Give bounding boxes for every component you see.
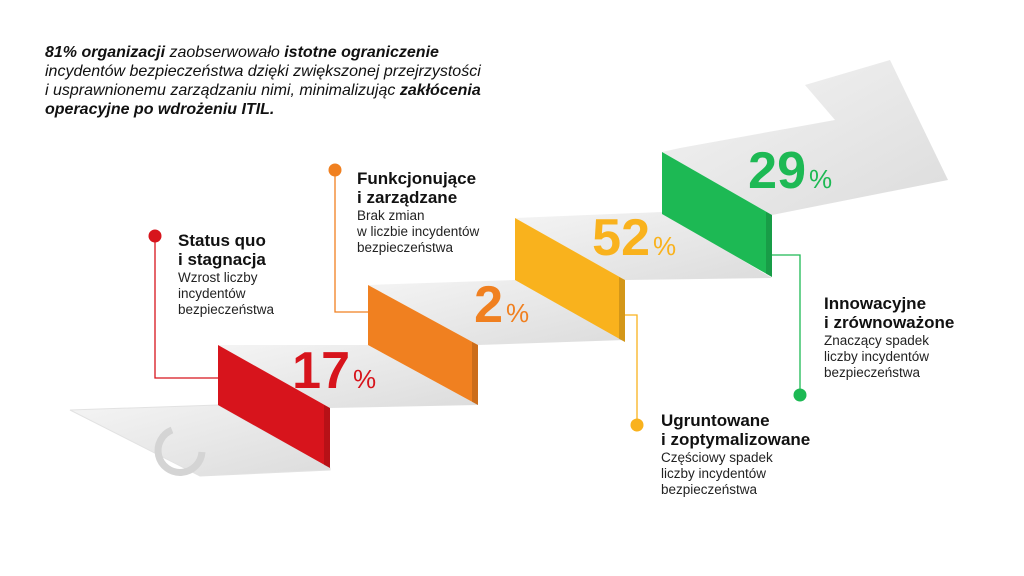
marker-dot — [630, 418, 644, 432]
percent-unit: % — [353, 364, 376, 394]
riser-shade — [766, 212, 772, 277]
percent: 17 — [292, 342, 350, 400]
intro-text: 81% organizacji zaobserwowało istotne og… — [45, 44, 481, 118]
step-title: Ugruntowane — [661, 411, 770, 430]
step-surface — [515, 212, 772, 280]
step-surface — [69, 404, 331, 477]
step-title: Status quo — [178, 231, 266, 250]
intro-run: istotne ograniczenie — [284, 44, 439, 61]
step-surface — [218, 345, 478, 408]
connector — [625, 314, 638, 425]
step-description: incydentów — [178, 286, 246, 301]
step-description: w liczbie incydentów — [356, 224, 480, 239]
step-description: Brak zmian — [357, 208, 425, 223]
riser-shade — [472, 342, 478, 405]
percent-unit: % — [809, 164, 832, 194]
percent-value: 2 — [474, 276, 503, 334]
risers — [218, 152, 772, 468]
step-description: bezpieczeństwa — [824, 365, 921, 380]
step-surface — [368, 280, 625, 345]
step-title: i zrównoważone — [824, 313, 954, 332]
connector — [772, 254, 801, 395]
marker-dot — [328, 163, 342, 177]
step-description: liczby incydentów — [661, 466, 766, 481]
percent: 2 — [474, 276, 503, 334]
percent-unit: % — [506, 298, 529, 328]
step-description: bezpieczeństwa — [661, 482, 758, 497]
step-description: bezpieczeństwa — [357, 240, 454, 255]
intro-run: zaobserwowało — [165, 44, 284, 61]
percent-value: 29 — [748, 142, 806, 200]
step-title: i zoptymalizowane — [661, 430, 810, 449]
intro-run: i usprawnionemu zarządzaniu nimi, minima… — [45, 82, 400, 99]
step-description: Częściowy spadek — [661, 450, 773, 465]
step-title: i stagnacja — [178, 250, 266, 269]
riser — [662, 152, 772, 277]
connector — [334, 170, 368, 313]
staircase — [69, 60, 948, 477]
riser — [515, 218, 625, 342]
percent-value: 17 — [292, 342, 350, 400]
step-description: Znaczący spadek — [824, 333, 929, 348]
step-description: liczby incydentów — [824, 349, 929, 364]
riser-shade — [619, 277, 625, 342]
intro-run: incydentów bezpieczeństwa dzięki zwiększ… — [45, 63, 481, 80]
intro-run: zakłócenia — [399, 82, 481, 99]
connector — [154, 236, 218, 379]
logo — [154, 426, 206, 476]
percent: 52 — [592, 209, 650, 267]
intro-run: operacyjne po wdrożeniu ITIL. — [45, 101, 274, 118]
arrow-head — [662, 60, 948, 215]
step-title: Innowacyjne — [824, 294, 926, 313]
intro-run: 81% organizacji — [45, 44, 166, 61]
riser — [218, 345, 330, 468]
step-title: i zarządzane — [357, 188, 457, 207]
riser — [368, 285, 478, 405]
percent: 29 — [748, 142, 806, 200]
step-title: Funkcjonujące — [357, 169, 476, 188]
marker-dot — [148, 229, 162, 243]
step-description: Wzrost liczby — [178, 270, 258, 285]
percent-unit: % — [653, 231, 676, 261]
step-description: bezpieczeństwa — [178, 302, 275, 317]
percent-value: 52 — [592, 209, 650, 267]
riser-shade — [324, 405, 330, 468]
marker-dot — [793, 388, 807, 402]
